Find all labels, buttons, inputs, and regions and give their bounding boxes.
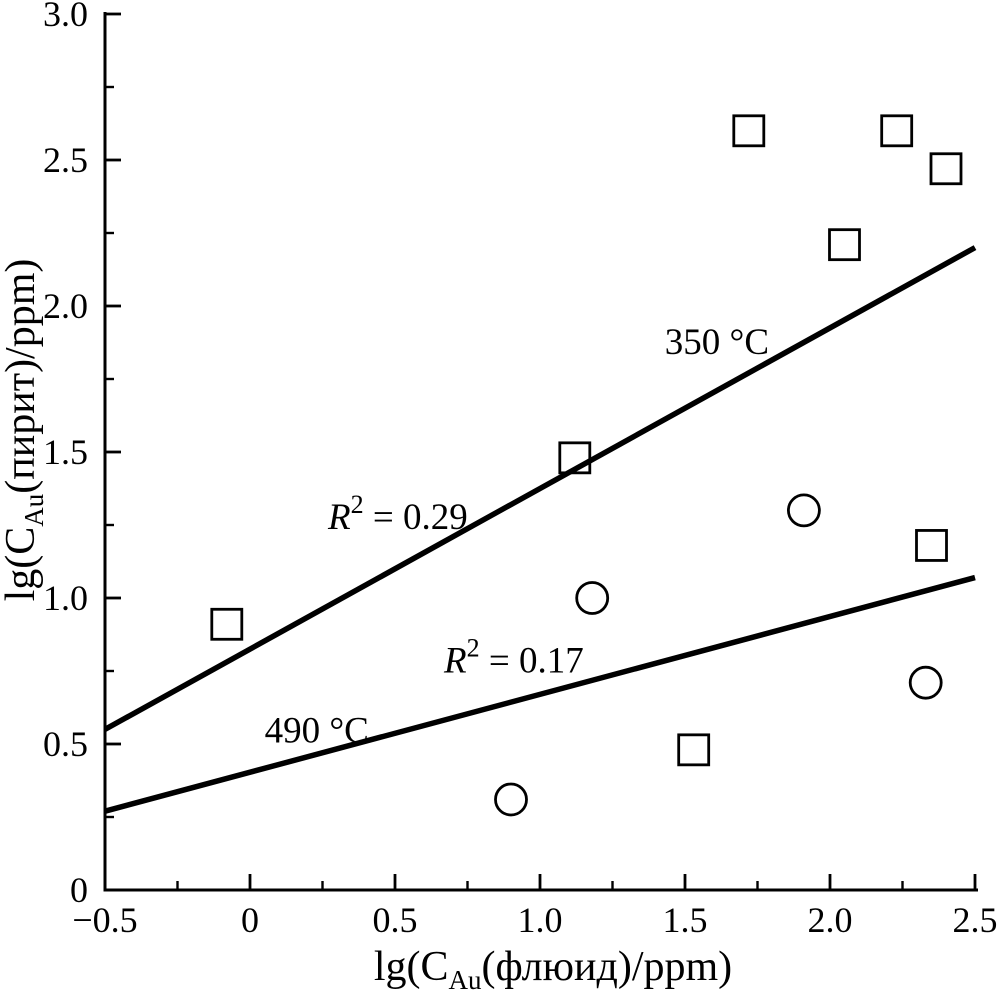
x-axis-label-suffix: (флюид)/ppm) bbox=[482, 944, 733, 990]
x-axis-label: lg(CAu(флюид)/ppm) bbox=[374, 944, 732, 995]
annotation-r: R bbox=[443, 640, 467, 681]
y-axis-label: lg(CAu(пирит)/ppm) bbox=[0, 259, 49, 602]
square-marker bbox=[732, 114, 766, 148]
y-tick-label: 3.0 bbox=[43, 0, 88, 34]
annotation-r-squared-490: R2 = 0.17 bbox=[443, 633, 584, 681]
x-tick-label: 1.0 bbox=[518, 900, 563, 940]
x-tick-label: 0.5 bbox=[373, 900, 418, 940]
x-axis-label-subscript: Au bbox=[449, 965, 482, 995]
x-tick-label: 2.5 bbox=[953, 900, 998, 940]
annotation-label-490c: 490 °C bbox=[265, 710, 369, 751]
square-marker bbox=[929, 152, 963, 186]
y-tick-label: 1.0 bbox=[43, 578, 88, 618]
y-tick-label: 2.5 bbox=[43, 140, 88, 180]
square-marker bbox=[677, 733, 711, 767]
y-tick-label: 0.5 bbox=[43, 724, 88, 764]
x-axis-label-prefix: lg(C bbox=[374, 944, 449, 990]
circle-marker bbox=[787, 493, 821, 528]
square-marker bbox=[915, 529, 948, 562]
trend-line-350C bbox=[103, 245, 977, 732]
axis-spines bbox=[103, 12, 978, 892]
annotation-exponent: 2 bbox=[467, 633, 480, 662]
trend-line-490C bbox=[104, 574, 976, 814]
square-marker bbox=[828, 228, 861, 262]
x-tick-label: −0.5 bbox=[72, 900, 137, 940]
annotation-r: R bbox=[327, 497, 351, 538]
y-axis-label-prefix: lg(C bbox=[0, 527, 44, 602]
annotation-value: = 0.17 bbox=[480, 640, 584, 681]
x-tick-label: 2.0 bbox=[808, 900, 853, 940]
circle-marker bbox=[908, 665, 943, 700]
y-tick-label: 1.5 bbox=[43, 432, 88, 472]
y-axis-label-subscript: Au bbox=[19, 493, 49, 526]
annotation-r-squared-350: R2 = 0.29 bbox=[327, 490, 468, 538]
annotation-value: = 0.29 bbox=[364, 497, 468, 538]
square-marker bbox=[210, 607, 244, 641]
annotation-exponent: 2 bbox=[351, 490, 364, 519]
y-axis-label-suffix: (пирит)/ppm) bbox=[0, 259, 44, 494]
annotation-label-350c: 350 °C bbox=[665, 322, 769, 363]
circle-marker bbox=[575, 581, 610, 615]
circle-marker bbox=[494, 782, 528, 817]
x-tick-label: 0 bbox=[241, 900, 259, 940]
plot-area: −0.5 0 0.5 1.0 1.5 2.0 2.500.51.01.52.02.53.03… bbox=[43, 0, 998, 940]
y-tick-label: 2.0 bbox=[43, 286, 88, 326]
square-marker bbox=[880, 114, 914, 148]
x-tick-label: 1.5 bbox=[663, 900, 708, 940]
y-tick-label: 0 bbox=[70, 870, 88, 910]
square-marker bbox=[558, 441, 592, 475]
